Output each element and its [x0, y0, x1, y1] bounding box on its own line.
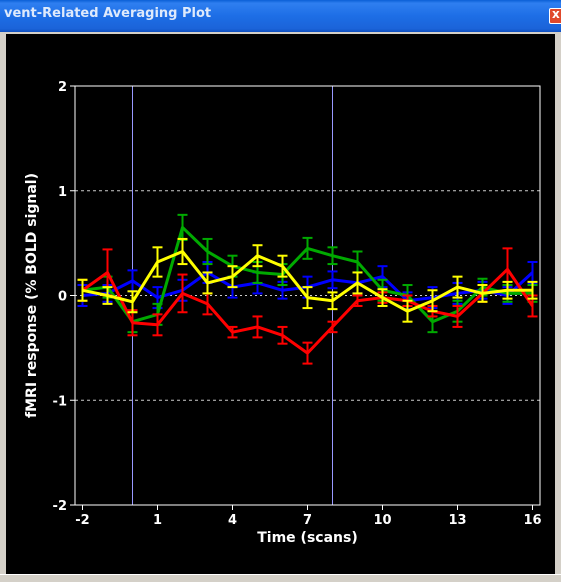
close-button[interactable]: x [549, 7, 561, 24]
x-tick-label: 10 [373, 513, 391, 528]
y-tick-label: -2 [53, 499, 67, 514]
series-line [82, 250, 533, 313]
x-tick-label: 4 [228, 513, 237, 528]
y-tick-label: 2 [58, 80, 67, 95]
y-axis-label: fMRI response (% BOLD signal) [24, 173, 40, 418]
series-3 [77, 237, 538, 323]
close-icon: x [552, 7, 560, 21]
y-tick-label: 1 [58, 185, 67, 200]
y-tick-label: 0 [58, 290, 67, 305]
window-bottom-edge [0, 574, 561, 582]
x-tick-label: 1 [153, 513, 162, 528]
series-2 [77, 247, 538, 365]
plot-area: -2 -1 0 1 2 -2 1 4 7 10 13 16 Time (scans) fMRI res… [6, 34, 555, 574]
x-tick-label: 16 [523, 513, 541, 528]
x-tick-label: 7 [303, 513, 312, 528]
series-layer [77, 213, 538, 365]
series-line [81, 267, 534, 355]
y-tick-label: -1 [53, 394, 67, 409]
x-axis-label: Time (scans) [257, 530, 357, 546]
series-1 [77, 213, 538, 334]
x-tick-label: 13 [448, 513, 466, 528]
window-title: vent-Related Averaging Plot [4, 6, 212, 21]
tick-layer: -2 -1 0 1 2 -2 1 4 7 10 13 16 [53, 80, 542, 528]
x-tick-label: -2 [75, 513, 89, 528]
window-titlebar[interactable]: vent-Related Averaging Plot x [0, 0, 561, 32]
event-related-chart: -2 -1 0 1 2 -2 1 4 7 10 13 16 Time (scans) fMRI res… [24, 80, 542, 546]
